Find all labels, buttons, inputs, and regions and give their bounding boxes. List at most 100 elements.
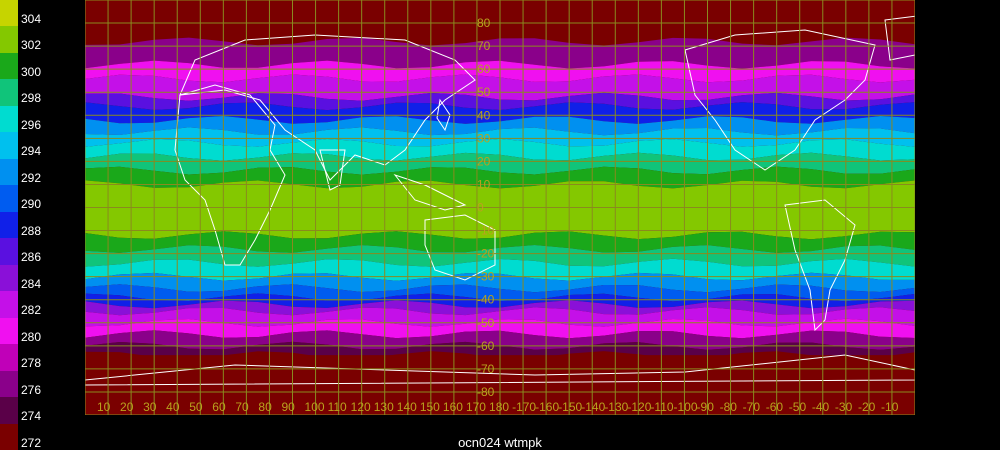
lon-label: 170 <box>465 400 486 414</box>
coastline-6 <box>784 199 856 332</box>
lat-label: 0 <box>477 201 484 215</box>
legend-swatch-278 <box>0 344 18 371</box>
lon-label: -80 <box>719 400 737 414</box>
lon-label: 150 <box>419 400 440 414</box>
coastline-7 <box>884 15 915 61</box>
legend-label: 290 <box>21 197 42 212</box>
legend-label: 300 <box>21 64 42 79</box>
lat-label: 10 <box>477 177 491 191</box>
legend-label: 292 <box>21 170 42 185</box>
legend-label: 304 <box>21 12 42 26</box>
coastline-4 <box>424 214 496 281</box>
lon-label: -110 <box>650 400 674 414</box>
lon-label: -150 <box>558 400 583 414</box>
lon-label: -100 <box>673 400 698 414</box>
legend-label: 298 <box>21 91 42 106</box>
lon-label: 70 <box>235 400 249 414</box>
lon-label: -140 <box>581 400 606 414</box>
lon-label: -30 <box>834 400 853 414</box>
legend-swatch-288 <box>0 211 18 239</box>
legend-label: 288 <box>21 223 42 238</box>
lon-label: 40 <box>166 400 180 414</box>
coastline-2 <box>319 149 346 191</box>
legend-swatch-294 <box>0 132 18 159</box>
lat-label: -50 <box>477 316 495 330</box>
legend-swatch-284 <box>0 264 18 292</box>
coastline-5 <box>684 29 876 171</box>
lon-label: -70 <box>742 400 761 414</box>
lon-label: 30 <box>143 400 157 414</box>
legend-swatch-296 <box>0 105 18 133</box>
lat-label: -70 <box>477 362 495 376</box>
lat-label: 40 <box>477 108 491 122</box>
temperature-map: 80 70 60 50 40 30 20 10 0 -10 -20 -30 -40 -50 -60 -70 -8… <box>85 0 915 415</box>
lon-label: -160 <box>535 400 560 414</box>
lat-label: 20 <box>477 154 491 168</box>
legend-swatch-300 <box>0 52 18 80</box>
lon-label: -20 <box>857 400 876 414</box>
legend-label: 286 <box>21 250 42 265</box>
lat-label: -60 <box>477 339 495 353</box>
lon-label: 90 <box>281 400 295 414</box>
legend-swatch-282 <box>0 291 18 318</box>
legend-swatch-280 <box>0 317 18 345</box>
lon-label: 10 <box>97 400 111 414</box>
legend-label: 284 <box>21 276 42 291</box>
legend-swatch-274 <box>0 397 18 424</box>
lat-label: -10 <box>477 224 495 238</box>
legend-swatch-286 <box>0 238 18 265</box>
lat-label: 80 <box>477 16 491 30</box>
lon-label: 20 <box>120 400 134 414</box>
lat-label: 30 <box>477 131 491 145</box>
lon-label: 180 <box>489 400 510 414</box>
lon-label: -50 <box>788 400 807 414</box>
legend-swatch-298 <box>0 79 18 106</box>
lon-label: -170 <box>512 400 537 414</box>
lon-label: -60 <box>765 400 784 414</box>
color-legend: 304 302 300 298 296 294 292 290 288 286 284 282 280 2… <box>0 0 44 450</box>
map-caption: ocn024 wtmpk <box>458 435 542 450</box>
legend-swatch-292 <box>0 158 18 186</box>
legend-swatch-290 <box>0 185 18 212</box>
coastline-0 <box>174 84 286 266</box>
lon-label: 100 <box>304 400 325 414</box>
lon-label: 120 <box>350 400 371 414</box>
legend-swatch-276 <box>0 370 18 398</box>
lat-label: 70 <box>477 39 491 53</box>
legend-swatch-304 <box>0 0 18 27</box>
legend-label: 274 <box>21 409 42 424</box>
legend-label: 276 <box>21 382 42 397</box>
latitude-labels: 80 70 60 50 40 30 20 10 0 -10 -20 -30 -40 -50 -60 -70 -8… <box>477 16 495 399</box>
legend-label: 272 <box>21 435 42 450</box>
lat-label: 50 <box>477 85 491 99</box>
lat-label: 60 <box>477 62 491 76</box>
lon-label: 80 <box>258 400 272 414</box>
lon-label: -40 <box>811 400 830 414</box>
longitude-labels: 10 20 30 40 50 60 70 80 90 100 110 120 130 140 150 160 1… <box>85 400 915 416</box>
legend-swatch-302 <box>0 26 18 53</box>
legend-label: 278 <box>21 356 42 371</box>
legend-label: 302 <box>21 38 42 53</box>
lon-label: -130 <box>604 400 629 414</box>
lon-label: 60 <box>212 400 226 414</box>
lon-label: -10 <box>881 400 899 414</box>
lat-label: -30 <box>477 270 495 284</box>
coastline-9 <box>436 98 451 132</box>
lon-label: 140 <box>396 400 417 414</box>
coastline-3 <box>393 173 467 211</box>
lon-label: 160 <box>442 400 463 414</box>
lon-label: 50 <box>189 400 203 414</box>
lat-label: -20 <box>477 247 495 261</box>
coastline-1 <box>179 34 476 181</box>
legend-label: 296 <box>21 117 42 132</box>
lon-label: 130 <box>373 400 394 414</box>
lat-label: -80 <box>477 385 495 399</box>
lon-label: -90 <box>696 400 714 414</box>
legend-label: 280 <box>21 329 42 344</box>
lon-label: 110 <box>327 400 347 414</box>
legend-swatch-272 <box>0 423 18 450</box>
lat-lon-grid <box>85 0 915 415</box>
legend-label: 294 <box>21 144 42 159</box>
legend-label: 282 <box>21 303 42 318</box>
lat-label: -40 <box>477 293 495 307</box>
